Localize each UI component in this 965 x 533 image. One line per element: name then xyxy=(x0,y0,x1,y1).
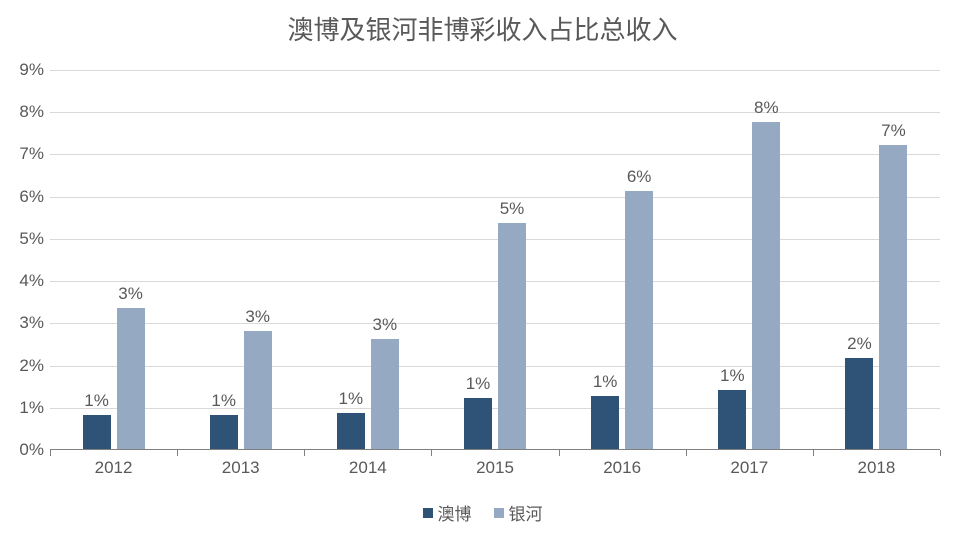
bar-value-label: 1% xyxy=(339,389,364,409)
x-tick xyxy=(177,450,178,456)
x-tick-label: 2012 xyxy=(95,458,133,478)
bar-value-label: 1% xyxy=(593,372,618,392)
bar: 2% xyxy=(845,358,873,449)
x-tick xyxy=(686,450,687,456)
bar-value-label: 3% xyxy=(118,284,143,304)
bar-value-label: 5% xyxy=(500,199,525,219)
x-tick xyxy=(940,450,941,456)
bar: 1% xyxy=(83,415,111,449)
bar: 1% xyxy=(718,390,746,449)
bar: 1% xyxy=(210,415,238,449)
bar-value-label: 3% xyxy=(373,315,398,335)
x-axis: 2012 2013 2014 2015 2016 2017 2018 xyxy=(50,450,940,480)
gridline xyxy=(50,112,940,113)
bar-value-label: 2% xyxy=(847,334,872,354)
x-tick xyxy=(813,450,814,456)
bar-value-label: 6% xyxy=(627,167,652,187)
x-tick-label: 2016 xyxy=(603,458,641,478)
gridline xyxy=(50,197,940,198)
gridline xyxy=(50,408,940,409)
gridline xyxy=(50,239,940,240)
y-tick-label: 1% xyxy=(19,398,44,418)
legend-swatch xyxy=(423,508,433,518)
y-tick-label: 8% xyxy=(19,102,44,122)
legend-label: 银河 xyxy=(509,500,543,525)
bar-value-label: 3% xyxy=(245,307,270,327)
bar: 8% xyxy=(752,122,780,449)
bar-value-label: 7% xyxy=(881,121,906,141)
bar-value-label: 1% xyxy=(211,391,236,411)
x-tick-label: 2013 xyxy=(222,458,260,478)
bar: 1% xyxy=(591,396,619,449)
bar: 3% xyxy=(244,331,272,449)
y-tick-label: 6% xyxy=(19,187,44,207)
legend-swatch xyxy=(494,508,504,518)
x-tick-label: 2014 xyxy=(349,458,387,478)
y-tick-label: 0% xyxy=(19,440,44,460)
gridline xyxy=(50,281,940,282)
x-tick-label: 2015 xyxy=(476,458,514,478)
x-tick xyxy=(304,450,305,456)
y-tick-label: 9% xyxy=(19,60,44,80)
legend-item: 澳博 xyxy=(423,500,472,525)
x-tick-label: 2018 xyxy=(858,458,896,478)
gridline xyxy=(50,154,940,155)
chart-title: 澳博及银河非博彩收入占比总收入 xyxy=(0,10,965,47)
legend-label: 澳博 xyxy=(438,500,472,525)
bar-value-label: 1% xyxy=(720,366,745,386)
bar: 6% xyxy=(625,191,653,449)
bar: 5% xyxy=(498,223,526,449)
legend-item: 银河 xyxy=(494,500,543,525)
y-tick-label: 5% xyxy=(19,229,44,249)
gridline xyxy=(50,70,940,71)
bar: 7% xyxy=(879,145,907,449)
bar-value-label: 8% xyxy=(754,98,779,118)
legend: 澳博 银河 xyxy=(0,500,965,525)
x-tick xyxy=(431,450,432,456)
bar-value-label: 1% xyxy=(84,391,109,411)
bar: 3% xyxy=(117,308,145,449)
bar: 1% xyxy=(337,413,365,449)
y-tick-label: 3% xyxy=(19,313,44,333)
gridline xyxy=(50,366,940,367)
plot-area: 0%1%2%3%4%5%6%7%8%9%1%3%1%3%1%3%1%5%1%6%… xyxy=(50,70,940,450)
y-tick-label: 4% xyxy=(19,271,44,291)
bar: 1% xyxy=(464,398,492,449)
x-tick xyxy=(50,450,51,456)
x-tick-label: 2017 xyxy=(730,458,768,478)
y-tick-label: 7% xyxy=(19,144,44,164)
bar: 3% xyxy=(371,339,399,449)
revenue-ratio-chart: 澳博及银河非博彩收入占比总收入 0%1%2%3%4%5%6%7%8%9%1%3%… xyxy=(0,0,965,533)
y-tick-label: 2% xyxy=(19,356,44,376)
bar-value-label: 1% xyxy=(466,374,491,394)
gridline xyxy=(50,323,940,324)
x-tick xyxy=(559,450,560,456)
